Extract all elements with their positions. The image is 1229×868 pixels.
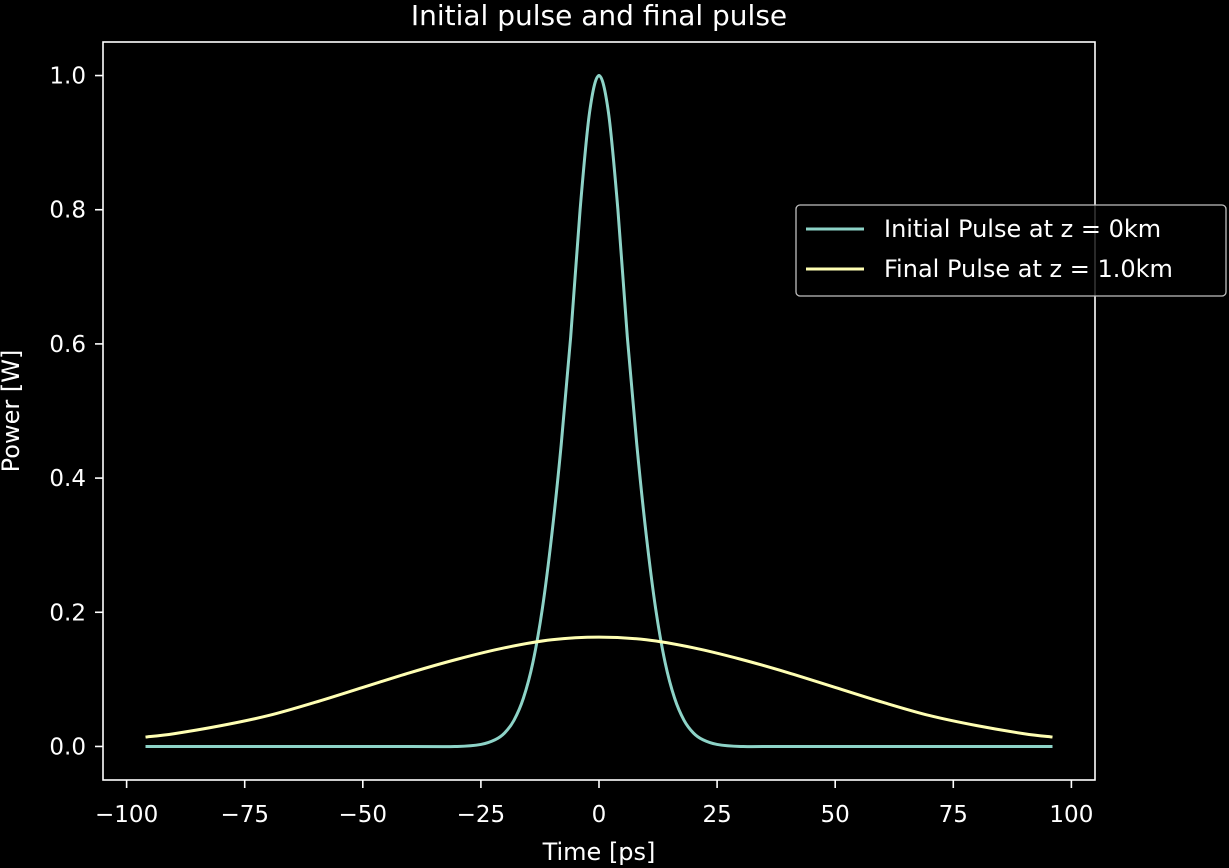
x-axis-label: Time [ps] [542, 838, 656, 866]
x-tick-label: 0 [592, 802, 607, 828]
y-tick-label: 0.4 [49, 466, 86, 492]
final-pulse-line [145, 635, 1053, 739]
x-tick-label: 75 [939, 802, 968, 828]
x-tick-label: 25 [702, 802, 731, 828]
y-tick-label: 0.0 [49, 734, 86, 760]
y-tick-label: 0.2 [49, 600, 86, 626]
chart-title: Initial pulse and final pulse [411, 0, 787, 32]
y-axis-ticks: 0.0 0.2 0.4 0.6 0.8 1.0 [49, 64, 103, 760]
legend-label-final-pulse: Final Pulse at z = 1.0km [884, 255, 1173, 283]
x-tick-label: −25 [457, 802, 506, 828]
x-tick-label: −100 [95, 802, 158, 828]
legend: Initial Pulse at z = 0km Final Pulse at … [795, 204, 1227, 297]
x-axis-ticks: −100 −75 −50 −25 0 25 50 75 100 [95, 780, 1093, 828]
x-tick-label: −75 [220, 802, 269, 828]
y-tick-label: 1.0 [49, 64, 86, 90]
initial-pulse-line [145, 74, 1053, 749]
y-tick-label: 0.6 [49, 332, 86, 358]
legend-label-initial-pulse: Initial Pulse at z = 0km [884, 215, 1161, 243]
y-tick-label: 0.8 [49, 198, 86, 224]
y-axis-label: Power [W] [0, 350, 25, 473]
plot-area-frame [102, 41, 1096, 781]
x-tick-label: 50 [821, 802, 850, 828]
legend-box [795, 204, 1227, 297]
plot-lines [145, 74, 1053, 749]
x-tick-label: 100 [1049, 802, 1093, 828]
x-tick-label: −50 [339, 802, 388, 828]
